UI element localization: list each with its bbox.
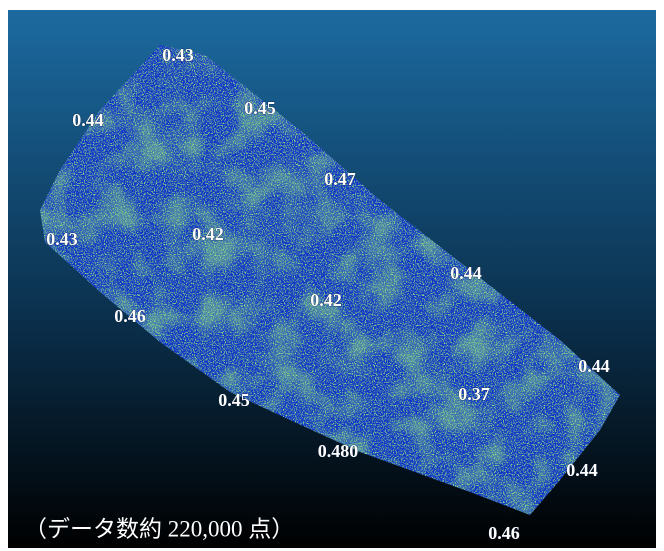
measurement-label: 0.44 (72, 110, 104, 130)
caption: （データ数約 220,000 点） (24, 516, 294, 541)
measurement-label: 0.45 (244, 98, 276, 118)
measurement-label: 0.480 (318, 441, 359, 461)
measurement-label: 0.42 (192, 224, 224, 244)
page: 0.43 0.44 0.45 0.47 0.43 0.42 0.44 0.46 0.42 0.44… (0, 0, 664, 551)
measurement-label: 0.37 (458, 384, 490, 404)
measurement-label: 0.46 (488, 523, 520, 543)
measurement-label: 0.46 (114, 306, 146, 326)
measurement-label: 0.44 (566, 460, 598, 480)
measurement-label: 0.44 (578, 356, 610, 376)
measurement-label: 0.42 (310, 290, 342, 310)
measurement-label: 0.43 (46, 229, 78, 249)
measurement-label: 0.43 (162, 45, 194, 65)
measurement-label: 0.44 (450, 263, 482, 283)
measurement-label: 0.45 (218, 390, 250, 410)
measurement-label: 0.47 (324, 169, 356, 189)
point-cloud-view: 0.43 0.44 0.45 0.47 0.43 0.42 0.44 0.46 0.42 0.44… (0, 0, 664, 551)
